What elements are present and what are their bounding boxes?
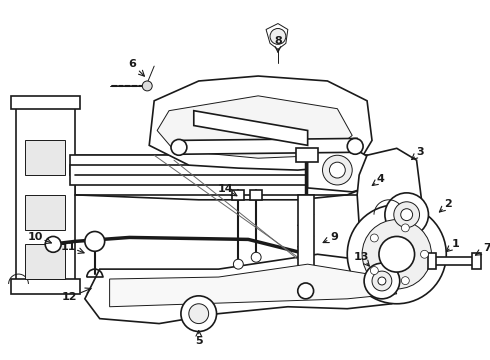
Polygon shape [11, 96, 80, 109]
Polygon shape [70, 155, 367, 175]
Text: 2: 2 [444, 199, 452, 209]
Circle shape [298, 283, 314, 299]
Circle shape [401, 277, 409, 285]
Text: 12: 12 [62, 292, 77, 302]
Polygon shape [308, 148, 382, 192]
Text: 9: 9 [330, 232, 338, 242]
Circle shape [85, 231, 105, 251]
Circle shape [347, 205, 446, 304]
Text: 14: 14 [218, 184, 233, 194]
Polygon shape [431, 257, 476, 265]
Polygon shape [16, 101, 75, 289]
Circle shape [45, 237, 61, 252]
Polygon shape [298, 195, 314, 289]
Circle shape [362, 220, 431, 289]
Circle shape [347, 138, 363, 154]
Polygon shape [85, 254, 412, 324]
Polygon shape [428, 253, 437, 269]
Text: 8: 8 [274, 36, 282, 46]
Text: 6: 6 [128, 59, 136, 69]
Polygon shape [266, 23, 288, 49]
Polygon shape [179, 138, 357, 154]
Polygon shape [194, 111, 308, 145]
Circle shape [401, 224, 409, 232]
Circle shape [394, 202, 419, 228]
Text: 1: 1 [451, 239, 459, 249]
Circle shape [142, 81, 152, 91]
Polygon shape [25, 244, 65, 279]
Circle shape [379, 237, 415, 272]
Circle shape [370, 234, 378, 242]
Circle shape [372, 271, 392, 291]
Text: 11: 11 [61, 242, 76, 252]
Text: 7: 7 [483, 243, 490, 253]
Circle shape [181, 296, 217, 332]
Polygon shape [472, 253, 481, 269]
Circle shape [401, 209, 413, 221]
Circle shape [233, 259, 244, 269]
Circle shape [329, 162, 345, 178]
Polygon shape [250, 190, 262, 200]
Circle shape [378, 277, 386, 285]
Polygon shape [296, 148, 318, 162]
Polygon shape [25, 195, 65, 230]
Circle shape [420, 250, 428, 258]
Circle shape [370, 267, 378, 275]
Polygon shape [11, 279, 80, 294]
Circle shape [251, 252, 261, 262]
Circle shape [385, 193, 428, 237]
Text: 5: 5 [195, 336, 202, 346]
Circle shape [364, 263, 400, 299]
Text: 10: 10 [28, 232, 44, 242]
Circle shape [322, 155, 352, 185]
Polygon shape [75, 145, 372, 200]
Text: 3: 3 [416, 147, 424, 157]
Polygon shape [357, 148, 421, 249]
Polygon shape [70, 165, 367, 185]
Text: 13: 13 [354, 252, 369, 262]
Polygon shape [157, 96, 352, 158]
Polygon shape [25, 140, 65, 175]
Circle shape [270, 28, 286, 44]
Polygon shape [232, 190, 245, 200]
Circle shape [189, 304, 209, 324]
Polygon shape [110, 264, 397, 307]
Polygon shape [149, 76, 372, 170]
Circle shape [171, 139, 187, 155]
Text: 4: 4 [377, 174, 385, 184]
